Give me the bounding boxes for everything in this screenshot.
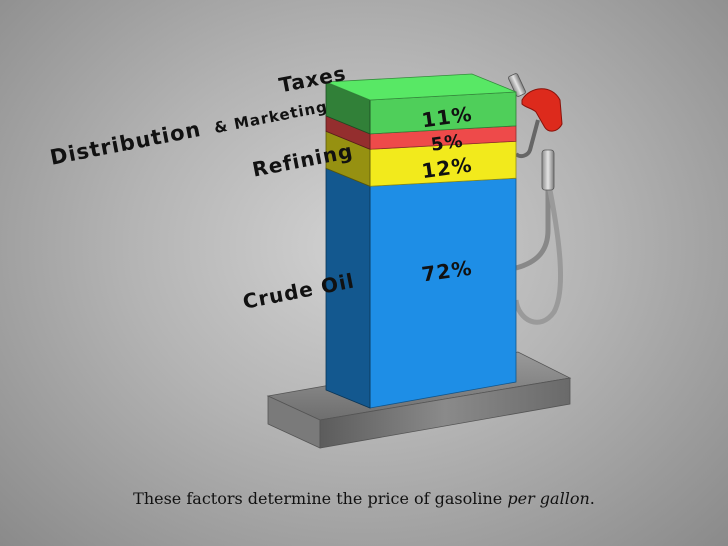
slide-caption: These factors determine the price of gas… [0,489,728,508]
caption-main: These factors determine the price of gas… [133,489,508,508]
bar-taxes-top [325,73,517,101]
value-label-distribution-marketing: 5% [430,130,465,155]
bar-crude-oil-front [369,177,517,409]
label-distribution: Distribution [48,117,203,170]
fuel-nozzle [508,73,563,325]
pump-bars [325,73,517,409]
caption-emphasis: per gallon [507,489,590,508]
caption-end: . [589,489,595,508]
label-marketing: & Marketing [213,97,330,137]
